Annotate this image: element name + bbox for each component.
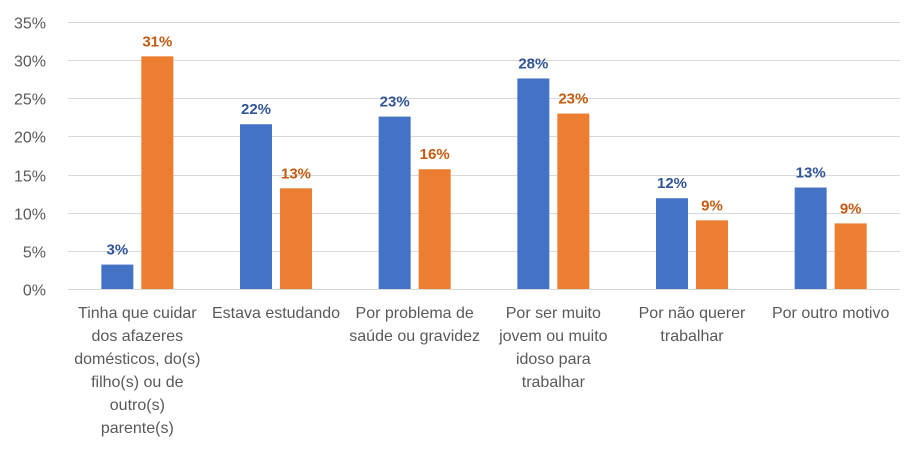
y-axis-ticks: 0% 5% 10% 15% 20% 25% 30% 35% [14,16,46,300]
data-label: 23% [380,94,410,111]
category-label-line: domésticos, do(s) [74,351,200,368]
bars [101,56,867,290]
category-label-line: Por ser muito [506,305,601,322]
bar [280,188,312,289]
category-label-line: saúde ou gravidez [349,328,480,345]
category-label-line: Estava estudando [212,305,340,322]
data-label: 28% [518,55,548,72]
data-labels: 3% 31% 22% 13% 23% 16% 28% 23% 12% 9% 13% 9% [106,33,861,258]
bar [240,124,272,289]
bar [418,169,451,289]
category-label: Estava estudando [212,305,340,322]
category-label-line: trabalhar [660,328,724,345]
category-label-line: Por problema de [356,305,474,322]
bar [834,223,867,289]
bar [696,220,728,289]
category-label: Por problema de saúde ou gravidez [349,305,480,345]
category-label-line: trabalhar [522,374,586,391]
data-label: 31% [142,33,172,50]
category-label: Tinha que cuidar dos afazeres domésticos, … [74,305,200,437]
category-label-line: outro(s) [110,397,165,414]
x-axis-categories: Tinha que cuidar dos afazeres domésticos, … [74,305,889,437]
category-label-line: Tinha que cuidar [78,305,197,322]
data-label: 23% [558,91,588,108]
category-label-line: filho(s) ou de [91,374,184,391]
y-tick-label: 20% [14,130,46,147]
bar [794,187,827,289]
y-tick-label: 30% [14,54,46,71]
data-label: 13% [796,165,826,182]
y-tick-label: 5% [23,245,46,262]
category-label-line: Por não querer [639,305,746,322]
bar [101,264,134,289]
category-label: Por não querer trabalhar [639,305,746,345]
data-label: 9% [840,200,862,217]
data-label: 12% [657,175,687,192]
bar [378,116,411,289]
data-label: 22% [241,101,271,118]
gridlines [68,22,900,290]
data-label: 9% [701,197,723,214]
category-label-line: idoso para [516,351,591,368]
category-label-line: jovem ou muito [498,328,608,345]
bar [557,113,590,290]
y-tick-label: 35% [14,16,46,33]
data-label: 16% [420,146,450,163]
y-tick-label: 25% [14,92,46,109]
data-label: 13% [281,165,311,182]
y-tick-label: 10% [14,207,46,224]
category-label: Por outro motivo [772,305,889,322]
bar [656,198,688,289]
bar [141,56,174,290]
category-label: Por ser muito jovem ou muito idoso para tra… [498,305,608,391]
category-label-line: parente(s) [101,420,174,437]
category-label-line: Por outro motivo [772,305,889,322]
y-tick-label: 0% [23,283,46,300]
category-label-line: dos afazeres [92,328,184,345]
y-tick-label: 15% [14,169,46,186]
data-label: 3% [106,242,128,259]
bar [517,78,550,289]
